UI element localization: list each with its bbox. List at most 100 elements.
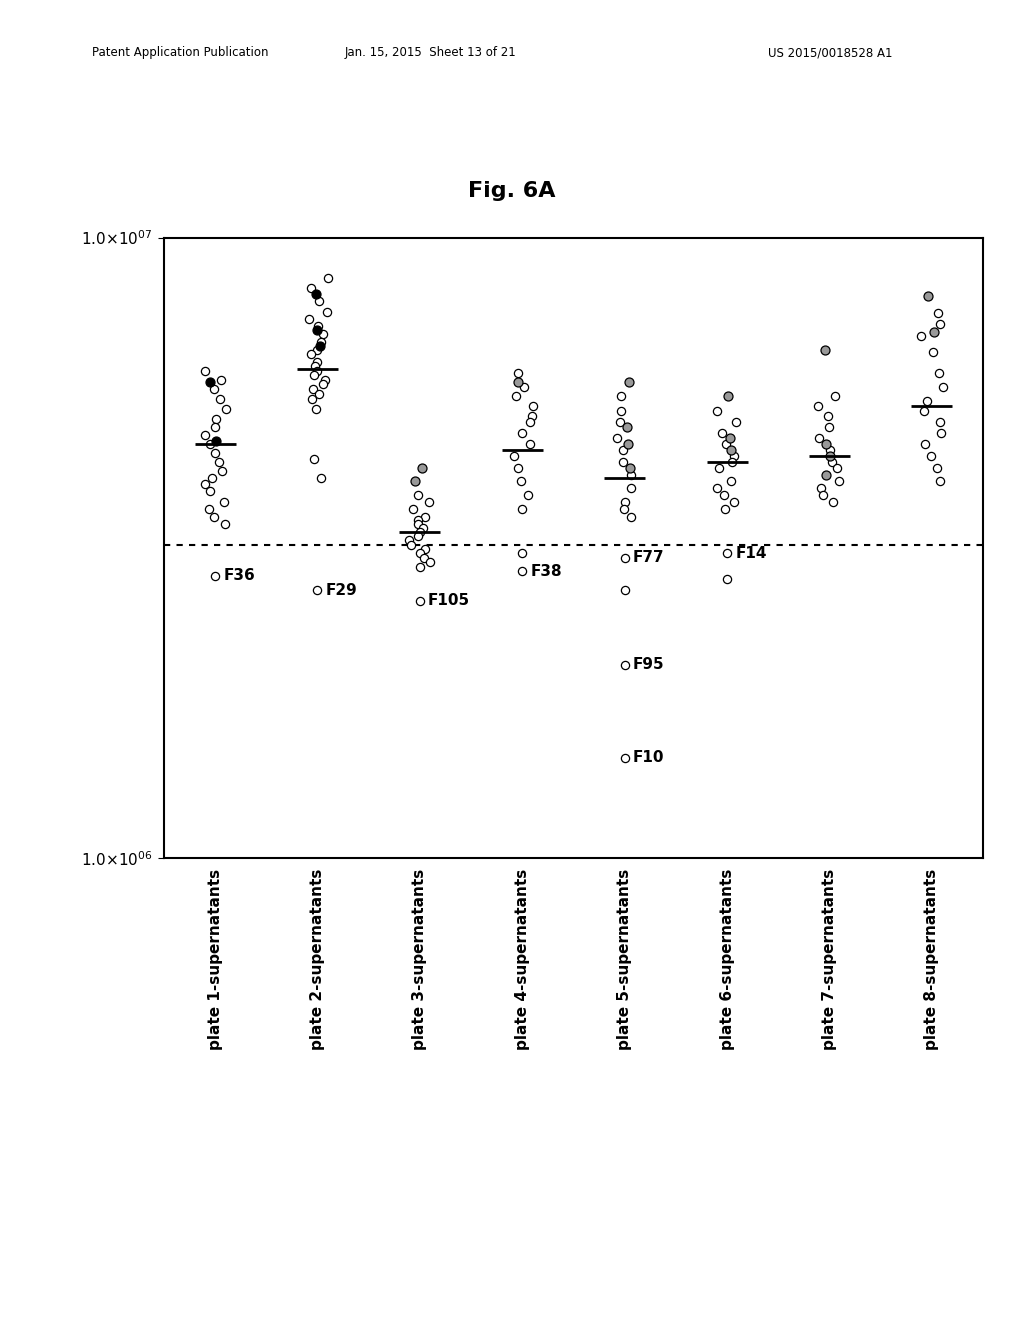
Point xyxy=(412,556,428,577)
Point xyxy=(415,517,431,539)
Point xyxy=(811,428,827,449)
Point xyxy=(309,579,326,601)
Point xyxy=(623,506,639,527)
Point xyxy=(828,458,845,479)
Point xyxy=(932,314,948,335)
Point xyxy=(718,433,734,454)
Text: F14: F14 xyxy=(735,545,767,561)
Text: F77: F77 xyxy=(633,550,665,565)
Point xyxy=(716,484,732,506)
Point xyxy=(315,323,332,345)
Point xyxy=(211,451,227,473)
Point xyxy=(722,428,738,449)
Point xyxy=(315,374,332,395)
Point xyxy=(522,433,539,454)
Point xyxy=(303,277,319,298)
Point xyxy=(815,484,831,506)
Point xyxy=(414,458,430,479)
Point xyxy=(516,376,532,397)
Point xyxy=(822,445,839,466)
Point xyxy=(931,363,947,384)
Point xyxy=(213,370,229,391)
Point xyxy=(214,461,230,482)
Point xyxy=(510,458,526,479)
Point xyxy=(198,425,214,446)
Point xyxy=(616,747,633,768)
Point xyxy=(202,433,218,454)
Point xyxy=(614,440,631,461)
Point xyxy=(400,529,417,550)
Point xyxy=(308,399,325,420)
Point xyxy=(932,411,948,432)
Point xyxy=(207,417,223,438)
Point xyxy=(306,449,323,470)
Point xyxy=(519,484,536,506)
Point xyxy=(818,433,835,454)
Point xyxy=(615,499,632,520)
Point xyxy=(216,513,232,535)
Point xyxy=(825,491,842,512)
Point xyxy=(724,451,740,473)
Point xyxy=(212,388,228,409)
Point xyxy=(421,491,437,512)
Point xyxy=(820,417,837,438)
Point xyxy=(524,405,541,426)
Point xyxy=(831,470,848,491)
Text: Jan. 15, 2015  Sheet 13 of 21: Jan. 15, 2015 Sheet 13 of 21 xyxy=(344,46,516,59)
Point xyxy=(817,339,834,360)
Point xyxy=(410,525,426,546)
Point xyxy=(612,411,629,432)
Point xyxy=(318,301,335,322)
Point xyxy=(306,356,323,378)
Point xyxy=(410,510,426,531)
Point xyxy=(930,302,946,323)
Point xyxy=(624,478,640,499)
Point xyxy=(726,491,742,512)
Point xyxy=(207,442,223,463)
Point xyxy=(198,360,214,381)
Point xyxy=(306,364,323,385)
Point xyxy=(618,417,635,438)
Text: Patent Application Publication: Patent Application Publication xyxy=(92,46,268,59)
Text: Fig. 6A: Fig. 6A xyxy=(468,181,556,202)
Point xyxy=(311,383,328,404)
Text: F38: F38 xyxy=(530,564,562,578)
Point xyxy=(916,401,933,422)
Point xyxy=(309,351,326,372)
Text: F10: F10 xyxy=(633,750,665,766)
Point xyxy=(313,331,330,352)
Point xyxy=(303,343,319,364)
Text: F36: F36 xyxy=(223,569,255,583)
Point xyxy=(916,433,933,454)
Point xyxy=(514,561,530,582)
Text: US 2015/0018528 A1: US 2015/0018528 A1 xyxy=(768,46,893,59)
Point xyxy=(623,465,639,486)
Point xyxy=(308,284,325,305)
Point xyxy=(822,440,839,461)
Point xyxy=(522,411,539,432)
Point xyxy=(206,506,222,527)
Point xyxy=(932,470,948,491)
Point xyxy=(722,470,738,491)
Point xyxy=(817,465,834,486)
Text: F29: F29 xyxy=(326,583,357,598)
Point xyxy=(316,370,333,391)
Point xyxy=(407,470,423,491)
Point xyxy=(422,552,438,573)
Point xyxy=(810,396,826,417)
Point xyxy=(508,385,524,407)
Point xyxy=(417,506,433,527)
Point xyxy=(819,405,836,426)
Point xyxy=(934,376,950,397)
Point xyxy=(717,499,733,520)
Point xyxy=(709,401,725,422)
Point xyxy=(524,396,541,417)
Point xyxy=(197,474,213,495)
Point xyxy=(616,546,633,568)
Point xyxy=(510,363,526,384)
Point xyxy=(510,371,526,392)
Point xyxy=(207,565,223,586)
Point xyxy=(823,451,840,473)
Point xyxy=(417,539,433,560)
Point xyxy=(312,467,329,488)
